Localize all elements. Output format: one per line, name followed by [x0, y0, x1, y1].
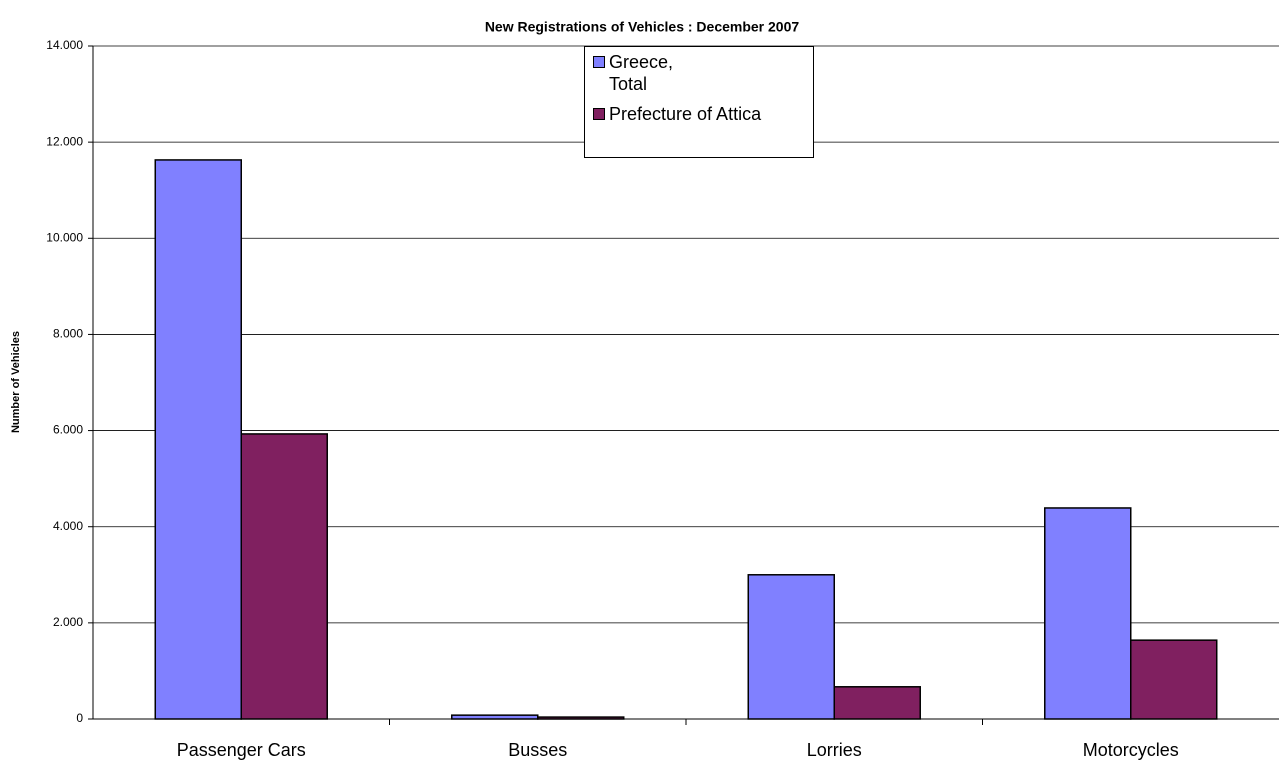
bar [451, 714, 539, 720]
x-tick-label: Lorries [807, 740, 862, 760]
legend-item: Prefecture of Attica [591, 103, 807, 125]
y-tick-label: 10.000 [46, 230, 83, 244]
legend-label: Greece, Total [609, 52, 674, 94]
legend-swatch [593, 56, 605, 68]
legend-item: Greece, Total [591, 51, 807, 95]
x-tick-label: Motorcycles [1083, 740, 1179, 760]
bar [833, 686, 921, 720]
y-axis-label: Number of Vehicles [10, 331, 22, 433]
legend-label: Prefecture of Attica [609, 104, 762, 124]
y-tick-label: 8.000 [53, 327, 83, 341]
bar [747, 574, 836, 720]
y-tick-label: 6.000 [53, 423, 83, 437]
chart-title: New Registrations of Vehicles : December… [485, 19, 800, 35]
bar [1130, 639, 1218, 720]
x-tick-label: Busses [508, 740, 567, 760]
y-tick-label: 12.000 [46, 134, 83, 148]
bar [537, 716, 625, 720]
y-tick-label: 4.000 [53, 519, 83, 533]
y-tick-label: 0 [76, 711, 83, 725]
bar [154, 159, 242, 720]
legend-swatch [593, 108, 605, 120]
y-tick-label: 14.000 [46, 38, 83, 52]
y-tick-label: 2.000 [53, 615, 83, 629]
legend: Greece, Total Prefecture of Attica [584, 46, 814, 158]
bar [240, 433, 328, 720]
bar [1044, 507, 1132, 720]
x-tick-label: Passenger Cars [177, 740, 306, 760]
